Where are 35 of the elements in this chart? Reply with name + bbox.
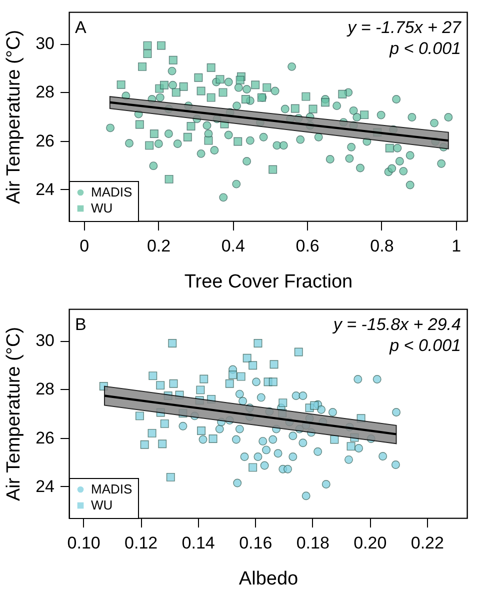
annotation: A — [75, 18, 87, 37]
annotation: p < 0.001 — [388, 39, 461, 58]
annotation: y = -1.75x + 27 — [346, 18, 462, 37]
y-axis-title: Air Temperature (°C) — [4, 326, 25, 502]
y-tick-label: 28 — [36, 82, 54, 102]
legend-label: WU — [91, 498, 113, 512]
annotation: y = -15.8x + 29.4 — [332, 315, 461, 334]
legend-label: MADIS — [91, 482, 132, 496]
y-tick-label: 26 — [36, 428, 54, 448]
y-axis-title: Air Temperature (°C) — [4, 30, 25, 204]
x-tick-label: 0.12 — [124, 534, 158, 552]
y-tick-label: 24 — [36, 180, 54, 199]
legend-label: WU — [91, 200, 113, 216]
y-tick-label: 30 — [36, 331, 54, 350]
y-tick-label: 24 — [36, 476, 54, 496]
x-tick-label: 0 — [80, 236, 90, 256]
x-tick-label: 0.10 — [67, 534, 100, 552]
x-axis-title: Tree Cover Fraction — [184, 272, 353, 292]
legend-label: MADIS — [91, 184, 132, 200]
y-tick-label: 26 — [36, 131, 54, 150]
x-tick-label: 0.14 — [182, 534, 215, 552]
y-tick-label: 30 — [36, 34, 54, 54]
y-tick-label: 28 — [36, 380, 54, 399]
x-tick-label: 0.16 — [239, 534, 272, 552]
x-tick-label: 0.8 — [370, 236, 394, 256]
x-tick-label: 0.2 — [146, 236, 171, 256]
x-tick-label: 0.6 — [296, 236, 320, 256]
x-tick-label: 0.20 — [354, 534, 387, 552]
x-tick-label: 0.22 — [410, 534, 444, 552]
x-tick-label: 0.4 — [221, 236, 245, 256]
x-tick-label: 0.18 — [296, 534, 330, 552]
x-tick-label: 1 — [452, 236, 462, 256]
annotation: B — [75, 315, 86, 334]
x-axis-title: Albedo — [238, 568, 298, 590]
annotation: p < 0.001 — [388, 336, 461, 355]
